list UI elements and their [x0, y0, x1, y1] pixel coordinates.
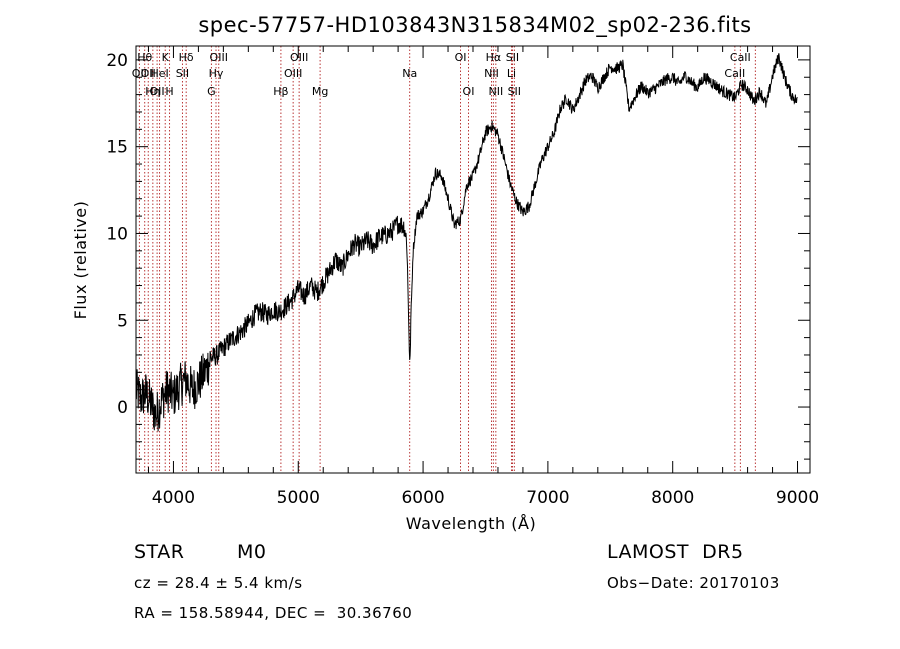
spectral-line-markers — [138, 46, 756, 473]
line-marker-label: K — [162, 51, 170, 64]
line-marker-label: OIII — [210, 51, 228, 64]
observation-date: Obs−Date: 20170103 — [607, 574, 780, 592]
line-marker-label: Hδ — [179, 51, 194, 64]
line-marker-label: Hβ — [273, 85, 288, 98]
line-marker-label: G — [207, 85, 216, 98]
line-marker-label: Na — [402, 67, 417, 80]
object-class: STAR — [134, 541, 185, 563]
x-tick-label: 8000 — [651, 488, 694, 508]
x-axis-label: Wavelength (Å) — [406, 514, 536, 533]
line-marker-label: Hθ — [137, 51, 152, 64]
line-marker-label: OII — [150, 85, 165, 98]
x-tick-label: 7000 — [526, 488, 569, 508]
coordinates-readout: RA = 158.58944, DEC = 30.36760 — [134, 604, 413, 622]
spectral-line-labels: OIIHθOIIHηOIIHeIKHSIIHδGHγOIIIHβOIIIOIII… — [132, 51, 751, 98]
survey-name: LAMOST DR5 — [607, 541, 744, 563]
x-tick-label: 5000 — [277, 488, 320, 508]
line-marker-label: H — [165, 85, 173, 98]
line-marker-label: Hγ — [209, 67, 224, 80]
x-axis-ticks: 4000 5000 6000 7000 8000 9000 — [147, 46, 819, 508]
line-marker-label: OI — [463, 85, 475, 98]
line-marker-label: Hη — [145, 85, 160, 98]
line-marker-label: SII — [176, 67, 189, 80]
x-tick-label: 4000 — [152, 488, 195, 508]
line-marker-label: OI — [455, 51, 467, 64]
line-marker-label: CaII — [724, 67, 745, 80]
y-tick-label: 0 — [117, 398, 128, 418]
line-marker-label: HeI — [150, 67, 168, 80]
line-marker-label: SII — [508, 85, 521, 98]
x-tick-label: 9000 — [776, 488, 819, 508]
line-marker-label: NII — [484, 67, 499, 80]
line-marker-label: Hα — [486, 51, 502, 64]
line-marker-label: SII — [506, 51, 519, 64]
chart-title: spec-57757-HD103843N315834M02_sp02-236.f… — [198, 13, 751, 38]
y-axis-label: Flux (relative) — [71, 201, 90, 320]
line-marker-label: Mg — [312, 85, 328, 98]
line-marker-label: OIII — [290, 51, 308, 64]
y-tick-label: 15 — [106, 138, 128, 158]
line-marker-label: Li — [507, 67, 516, 80]
line-marker-label: OII — [141, 67, 156, 80]
spectrum-line — [135, 53, 798, 432]
line-marker-label: OIII — [284, 67, 302, 80]
y-tick-label: 20 — [106, 51, 128, 71]
line-marker-label: NII — [488, 85, 503, 98]
x-tick-label: 6000 — [401, 488, 444, 508]
object-subclass: M0 — [237, 541, 267, 563]
redshift-readout: cz = 28.4 ± 5.4 km/s — [134, 574, 303, 592]
line-marker-label: CaII — [730, 51, 751, 64]
y-tick-label: 5 — [117, 311, 128, 331]
plot-frame — [135, 45, 811, 474]
y-axis-ticks: 0 5 10 15 20 — [106, 51, 810, 460]
y-tick-label: 10 — [106, 224, 128, 244]
